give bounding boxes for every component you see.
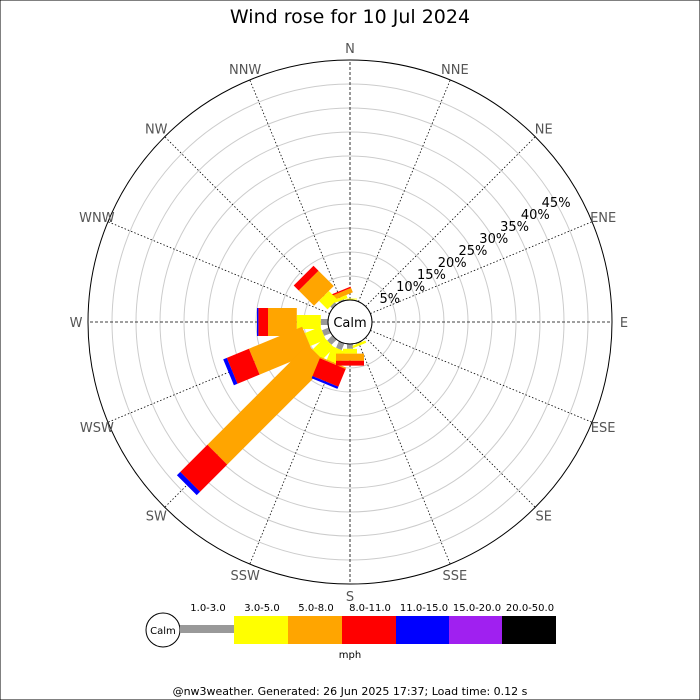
spoke-ese (370, 330, 593, 423)
direction-label-e: E (620, 316, 628, 331)
petal-w-bin-0 (320, 319, 328, 325)
wind-petals (176, 265, 367, 496)
direction-label-sse: SSE (442, 569, 467, 584)
legend-calm-label: Calm (150, 626, 176, 637)
ring-label: 5% (380, 292, 401, 307)
polar-grid (87, 59, 613, 585)
direction-label-nnw: NNW (229, 63, 261, 78)
legend-label-bin-2: 5.0-8.0 (298, 603, 333, 614)
spoke-ene (370, 221, 593, 314)
petal-wsw-bin-1 (304, 326, 326, 347)
direction-label-nw: NW (145, 122, 168, 137)
petal-sw-bin-4 (176, 471, 201, 496)
petal-nw-bin-1 (319, 291, 338, 310)
direction-label-ne: NE (535, 122, 553, 137)
spoke-se (365, 337, 536, 508)
petal-s-bin-2 (336, 353, 364, 361)
petal-sw-bin-1 (312, 337, 335, 360)
legend-swatch-bin-0 (180, 625, 234, 633)
petal-sw-bin-3 (180, 444, 228, 492)
direction-label-wnw: WNW (79, 211, 115, 226)
ring-label: 25% (459, 244, 488, 259)
ring-labels: 5%10%15%20%25%30%35%40%45% (380, 196, 571, 307)
spoke-wnw (107, 221, 330, 314)
ring-label: 30% (479, 232, 508, 247)
direction-label-ese: ESE (591, 421, 616, 436)
petal-w-bin-1 (296, 315, 321, 329)
spoke-nnw (249, 79, 342, 302)
legend-swatch-bin-1 (234, 616, 288, 644)
petal-n-bin-1 (343, 298, 357, 300)
ring-label: 15% (417, 268, 446, 283)
grid-ring (87, 59, 613, 585)
petal-nw-bin-2 (298, 270, 334, 306)
legend-label-bin-4: 11.0-15.0 (400, 603, 448, 614)
legend-swatch-bin-3 (342, 616, 396, 644)
petal-wsw-bin-4 (223, 357, 238, 386)
calm-center: Calm (327, 299, 373, 345)
legend-swatch-bin-5 (449, 616, 503, 644)
direction-label-s: S (346, 590, 354, 605)
ring-label: 45% (542, 196, 571, 211)
direction-label-sw: SW (146, 510, 167, 525)
petal-wsw-bin-3 (226, 348, 260, 384)
petal-w-bin-4 (257, 308, 259, 336)
legend-swatch-bin-6 (502, 616, 556, 644)
ring-label: 40% (521, 208, 550, 223)
direction-label-se: SE (536, 510, 552, 525)
spoke-nne (358, 79, 451, 302)
direction-label-nne: NNE (441, 63, 469, 78)
legend-swatch-bin-2 (288, 616, 342, 644)
petal-nnw-bin-1 (333, 295, 348, 303)
petal-wsw-bin-0 (321, 327, 331, 336)
legend-label-bin-0: 1.0-3.0 (190, 603, 225, 614)
petal-w-bin-3 (258, 308, 268, 336)
petal-wsw-bin-2 (248, 326, 313, 375)
petal-sse-bin-1 (352, 340, 367, 349)
footer-text: @nw3weather. Generated: 26 Jun 2025 17:3… (173, 685, 528, 698)
petal-s-bin-1 (343, 348, 357, 354)
speed-legend: Calm mph 1.0-3.0 3.0-5.0 5.0-8.0 8.0-11.0 11… (145, 603, 556, 661)
direction-label-n: N (345, 42, 355, 57)
chart-title: Wind rose for 10 Jul 2024 (230, 6, 470, 28)
direction-label-w: W (70, 316, 83, 331)
legend-swatch-bin-4 (396, 616, 450, 644)
petal-ssw-bin-3 (312, 358, 346, 387)
direction-label-ene: ENE (590, 211, 616, 226)
petal-ssw-bin-2 (319, 356, 347, 369)
petal-nw-bin-0 (330, 302, 337, 309)
petal-sw-bin-2 (207, 344, 328, 465)
spoke-ne (365, 136, 536, 307)
spoke-sse (358, 342, 451, 565)
legend-label-bin-6: 20.0-50.0 (506, 603, 554, 614)
petal-ssw-bin-4 (311, 376, 339, 389)
petal-nnw-bin-0 (338, 299, 345, 303)
legend-label-bin-5: 15.0-20.0 (453, 603, 501, 614)
petal-s-bin-3 (336, 360, 364, 366)
calm-circle (327, 299, 373, 345)
ring-label: 35% (500, 220, 529, 235)
legend-label-bin-3: 8.0-11.0 (349, 603, 391, 614)
petal-nw-bin-3 (293, 265, 319, 291)
direction-labels: N NNE NE ENE E ESE SE SSE S SSW SW WSW W WNW NW NNW (70, 42, 629, 605)
legend-label-bin-1: 3.0-5.0 (244, 603, 279, 614)
petal-w-bin-2 (268, 308, 297, 336)
direction-label-ssw: SSW (230, 569, 260, 584)
grid-ring (183, 155, 517, 489)
petal-ssw-bin-0 (336, 341, 345, 351)
legend-unit: mph (339, 650, 361, 661)
petal-s-bin-0 (347, 344, 353, 349)
calm-label: Calm (333, 316, 366, 331)
direction-label-wsw: WSW (80, 421, 114, 436)
ring-label: 10% (396, 280, 425, 295)
ring-label: 20% (438, 256, 467, 271)
